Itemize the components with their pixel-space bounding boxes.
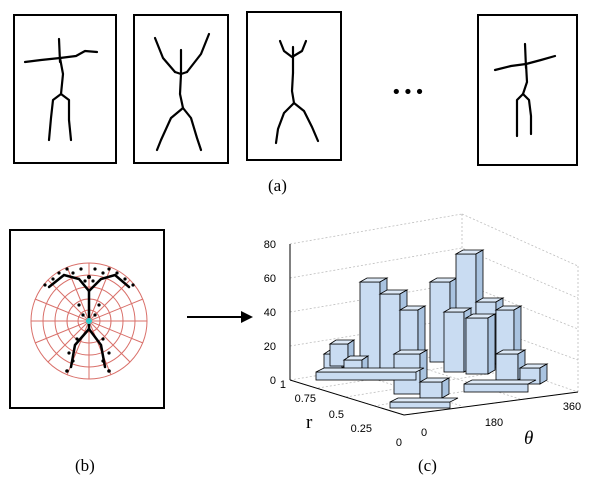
z-tick: 60 <box>264 273 276 285</box>
bar <box>518 363 549 385</box>
z-tick: 20 <box>264 341 276 353</box>
theta-tick: 180 <box>485 417 503 429</box>
stick-figure-4 <box>493 42 557 138</box>
silhouette-frame-2 <box>133 14 229 164</box>
stick-figure-1 <box>23 37 99 142</box>
ellipsis-symbol: ••• <box>391 82 426 103</box>
r-axis-label: r <box>306 412 313 433</box>
z-tick: 0 <box>270 375 276 387</box>
bar <box>315 367 425 381</box>
silhouette-frame-3 <box>246 11 342 161</box>
bar <box>418 377 451 399</box>
r-tick: 0.5 <box>329 409 344 421</box>
bar <box>389 397 459 409</box>
histogram-bars <box>315 249 549 409</box>
silhouette-frame-4 <box>477 14 578 166</box>
z-tick: 80 <box>264 239 276 251</box>
r-tick: 0.25 <box>351 423 372 435</box>
theta-axis-label: θ <box>524 428 533 449</box>
z-tick: 40 <box>264 307 276 319</box>
bar <box>464 313 497 375</box>
log-polar-histogram-3d: 0 20 40 60 80 1 0.75 0.5 0.25 0 0 180 36… <box>264 213 581 449</box>
stick-figure-3 <box>274 39 320 145</box>
panel-a-label: (a) <box>268 176 287 195</box>
r-tick: 1 <box>280 379 286 391</box>
silhouette-frame-1 <box>13 14 117 164</box>
theta-tick: 360 <box>563 401 581 413</box>
r-tick: 0 <box>396 437 402 449</box>
histogram-axes <box>289 244 579 416</box>
bar <box>463 379 537 393</box>
panel-c-label: (c) <box>418 456 437 475</box>
arrow-icon <box>187 311 253 323</box>
theta-tick: 0 <box>421 427 427 439</box>
polar-diagram <box>30 262 148 380</box>
r-tick: 0.75 <box>295 393 316 405</box>
polar-frame <box>9 229 165 409</box>
stick-figure-2 <box>153 32 211 152</box>
panel-b-label: (b) <box>75 456 95 475</box>
